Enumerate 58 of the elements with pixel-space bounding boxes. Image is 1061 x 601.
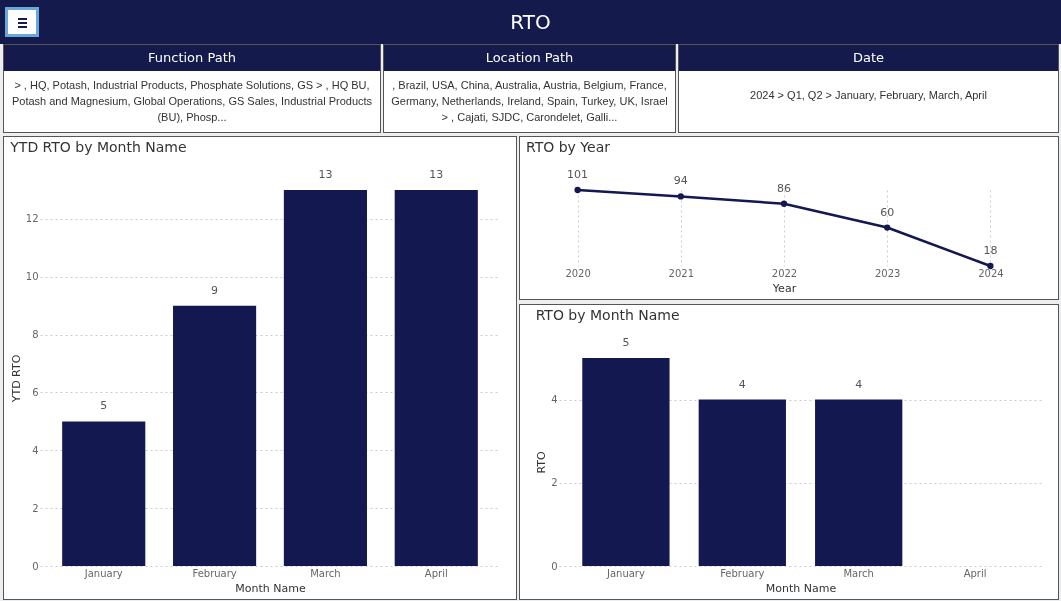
text: > , HQ, Potash, Industrial Products, Phosphate Solutions, GS > , HQ BU, Potash and Magnesium, Global Operations, GS Sales, Industrial Products (BU), Phosp... — [10, 78, 374, 125]
x-axis-title: Month Name — [765, 581, 837, 595]
bar — [283, 190, 367, 566]
point — [574, 186, 581, 194]
y-tick-label: 0 — [32, 560, 39, 572]
x-tick-label: January — [83, 567, 123, 579]
x-tick-label: February — [192, 567, 237, 579]
bar — [62, 421, 146, 566]
chart-title: RTO by Month Name — [535, 307, 680, 323]
x-axis-title: Year — [771, 281, 797, 295]
x-tick-label: 2020 — [565, 267, 591, 279]
x-tick-label: January — [605, 567, 645, 579]
data-label: 86 — [777, 181, 791, 195]
x-tick-label: March — [843, 567, 874, 579]
y-tick-label: 6 — [32, 386, 39, 398]
data-label: 5 — [622, 336, 630, 349]
y-tick-label: 12 — [25, 213, 39, 225]
x-tick-label: April — [963, 567, 987, 579]
data-label: 9 — [211, 283, 219, 297]
x-tick-label: March — [310, 567, 341, 579]
x-tick-label: February — [720, 567, 765, 579]
y-axis-title: RTO — [535, 451, 549, 474]
y-tick-label: 2 — [551, 477, 558, 489]
bar — [394, 190, 478, 566]
data-label: 94 — [673, 174, 688, 188]
x-tick-label: 2021 — [668, 267, 695, 279]
data-label: 4 — [855, 377, 863, 391]
text: 2024 > Q1, Q2 > January, February, March, April — [749, 88, 988, 103]
data-label: 60 — [880, 205, 895, 219]
y-tick-label: 4 — [32, 444, 39, 456]
x-tick-label: April — [424, 567, 448, 579]
data-label: 13 — [318, 168, 333, 181]
x-tick-label: 2023 — [874, 267, 901, 279]
bar — [173, 305, 257, 566]
text: Function Path — [4, 45, 380, 71]
point — [780, 200, 788, 207]
x-axis-title: Month Name — [235, 581, 306, 595]
data-label: 5 — [100, 399, 108, 413]
y-tick-label: 10 — [25, 271, 39, 283]
x-tick-label: 2024 — [978, 267, 1004, 279]
x-tick-label: 2022 — [771, 267, 798, 279]
text: Location Path — [384, 45, 675, 71]
data-label: 101 — [567, 168, 589, 181]
text: RTO — [0, 0, 1061, 44]
y-tick-label: 0 — [551, 560, 558, 572]
y-axis-title: YTD RTO — [9, 354, 23, 404]
text: , Brazil, USA, China, Australia, Austria, Belgium, France, Germany, Netherlands, Ireland, Spain, Turkey, UK, Israel > , Cajati, SJDC, Carondelet, Galli... — [390, 78, 669, 125]
chart-title: YTD RTO by Month Name — [9, 139, 187, 155]
y-tick-label: 4 — [551, 394, 558, 406]
y-tick-label: 2 — [32, 502, 39, 514]
data-label: 4 — [738, 377, 746, 391]
data-label: 13 — [429, 168, 444, 181]
point — [677, 193, 684, 200]
point — [884, 224, 891, 231]
chart-title: RTO by Year — [526, 139, 611, 155]
data-label: 18 — [983, 244, 998, 257]
text: Date — [679, 45, 1058, 71]
y-tick-label: 8 — [32, 329, 39, 341]
